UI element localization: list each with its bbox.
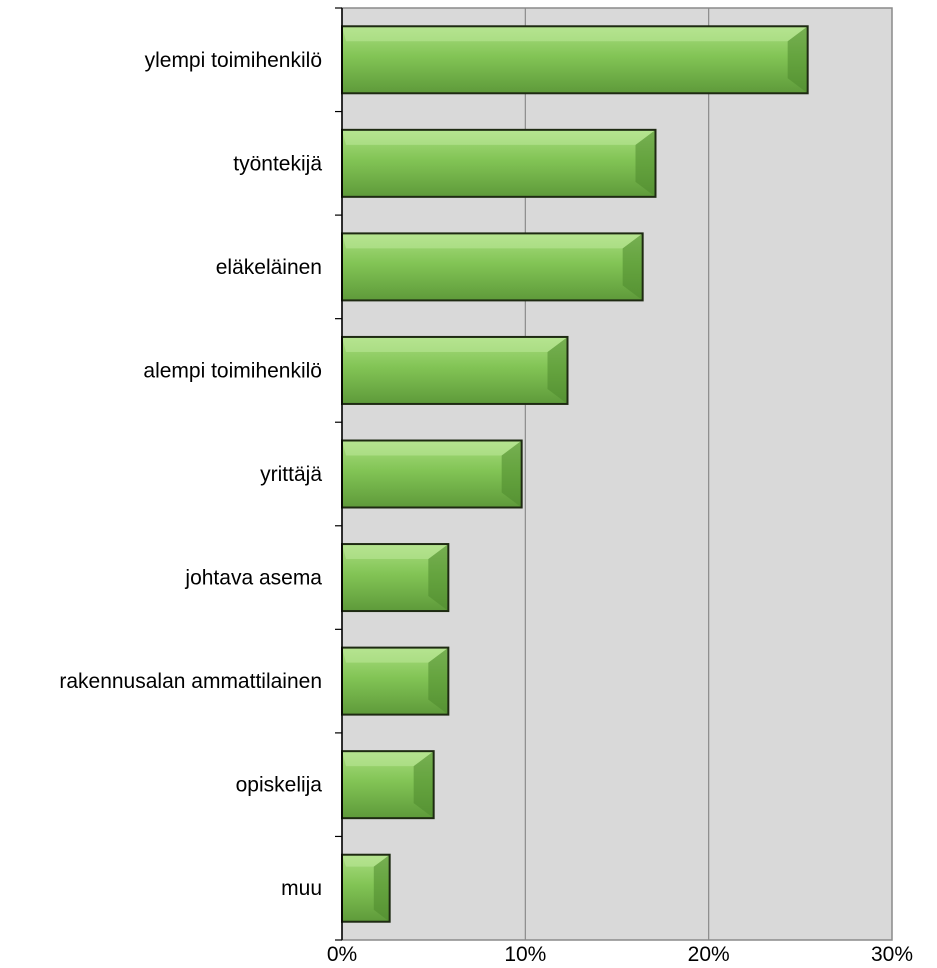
category-labels: ylempi toimihenkilö työntekijä eläkeläinen…: [59, 49, 322, 900]
bar: [341, 335, 569, 405]
category-label: työntekijä: [233, 152, 322, 175]
x-axis: 0% 10% 20% 30%: [327, 7, 913, 966]
bar: [341, 439, 523, 509]
category-label: muu: [281, 877, 322, 900]
category-label: alempi toimihenkilö: [143, 359, 322, 382]
bar-highlight: [342, 129, 656, 145]
bar-bevel: [635, 129, 656, 197]
bars: [341, 25, 809, 923]
bar-bevel: [501, 440, 522, 508]
bar-body: [342, 129, 656, 197]
x-tick-label: 0%: [327, 943, 357, 966]
bar-bevel: [547, 336, 568, 404]
x-tick-label: 20%: [688, 943, 730, 966]
bar-highlight: [342, 26, 808, 42]
bar: [341, 128, 657, 198]
category-label: rakennusalan ammattilainen: [59, 670, 322, 693]
bar: [341, 853, 391, 923]
bar-highlight: [342, 854, 390, 867]
bar-body: [342, 440, 522, 508]
bar-highlight: [342, 751, 434, 767]
bar-body: [342, 233, 643, 301]
category-label: yrittäjä: [260, 463, 322, 486]
bar-bevel: [428, 544, 449, 612]
bar-highlight: [342, 544, 449, 560]
category-label: ylempi toimihenkilö: [145, 49, 322, 72]
bar: [341, 750, 435, 820]
bar-highlight: [342, 336, 568, 352]
x-tick-label: 10%: [504, 943, 546, 966]
bar: [341, 25, 809, 95]
bar-body: [342, 26, 808, 94]
bar-highlight: [342, 647, 449, 663]
bar-bevel: [622, 233, 643, 301]
bar-highlight: [342, 440, 522, 456]
bar-bevel: [787, 26, 808, 94]
bar: [341, 543, 450, 613]
bar-bevel: [428, 647, 449, 715]
bar-bevel: [413, 751, 434, 819]
category-label: opiskelija: [236, 774, 323, 797]
bar-highlight: [342, 233, 643, 249]
category-label: eläkeläinen: [216, 256, 322, 279]
bar: [341, 232, 644, 302]
bar-body: [342, 336, 568, 404]
x-tick-label: 30%: [871, 943, 913, 966]
bar: [341, 646, 450, 716]
bar-bevel: [373, 854, 390, 922]
category-label: johtava asema: [184, 567, 322, 590]
